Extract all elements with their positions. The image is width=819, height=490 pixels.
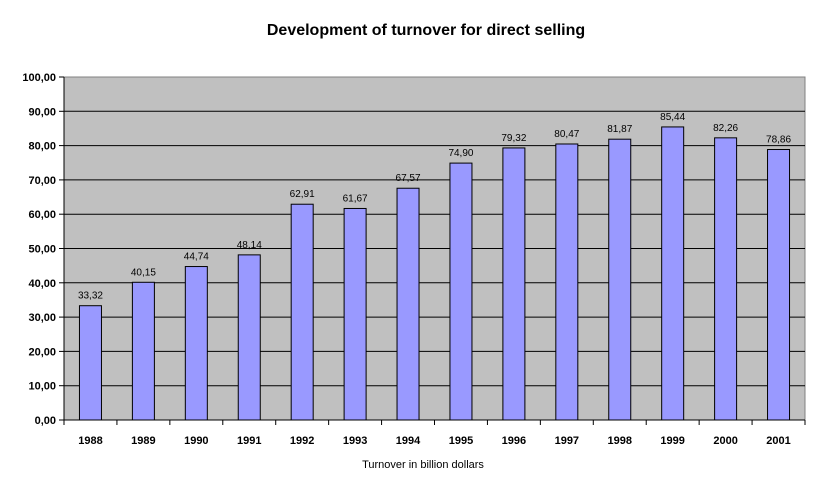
bar	[661, 126, 685, 421]
bar	[78, 305, 102, 421]
y-tick-label: 20,00	[28, 346, 56, 358]
data-label: 61,67	[343, 193, 368, 204]
data-label: 79,32	[501, 133, 526, 144]
bar	[131, 281, 155, 421]
bar	[396, 187, 420, 421]
y-tick-label: 70,00	[28, 175, 56, 187]
data-label: 33,32	[78, 291, 103, 302]
bars	[78, 126, 791, 421]
chart-title: Development of turnover for direct selli…	[266, 22, 586, 39]
x-tick-label: 1992	[290, 435, 314, 447]
data-label: 74,90	[448, 148, 473, 159]
x-tick-label: 1988	[78, 435, 102, 447]
y-tick-label: 40,00	[28, 278, 56, 290]
data-label: 62,91	[290, 189, 315, 200]
x-tick-label: 1989	[131, 435, 155, 447]
y-tick-label: 90,00	[28, 106, 56, 118]
plot-area	[63, 76, 806, 421]
y-tick-label: 100,00	[22, 72, 56, 84]
x-axis-label: Turnover in billion dollars	[362, 459, 484, 471]
bar	[184, 266, 208, 421]
x-tick-label: 1999	[660, 435, 684, 447]
data-label: 85,44	[660, 112, 685, 123]
x-tick-label: 1996	[502, 435, 526, 447]
bar	[449, 162, 473, 421]
y-tick-label: 80,00	[28, 141, 56, 153]
data-label: 48,14	[237, 240, 262, 251]
data-label: 81,87	[607, 124, 632, 135]
bar	[502, 147, 526, 421]
data-label: 80,47	[554, 129, 579, 140]
y-tick-label: 30,00	[28, 312, 56, 324]
x-tick-label: 1994	[396, 435, 421, 447]
x-tick-label: 1990	[184, 435, 208, 447]
y-tick-label: 0,00	[35, 415, 56, 427]
bar	[343, 207, 367, 421]
x-axis: 1988 1989 1990 1991 1992 1993 1994 1995 1996 1997…	[63, 419, 806, 447]
y-tick-label: 10,00	[28, 381, 56, 393]
bar	[290, 203, 314, 421]
bar	[237, 254, 261, 421]
data-label: 40,15	[131, 267, 156, 278]
bar	[555, 143, 579, 421]
data-label: 78,86	[766, 135, 791, 146]
x-tick-label: 2000	[713, 435, 737, 447]
x-tick-label: 1997	[555, 435, 579, 447]
bar	[767, 149, 791, 421]
data-label: 82,26	[713, 123, 738, 134]
x-tick-label: 1995	[449, 435, 473, 447]
y-tick-label: 60,00	[28, 209, 56, 221]
x-tick-label: 1993	[343, 435, 367, 447]
data-labels: 33,32 40,15 44,74 48,14 62,91 61,67 67,57 74,90…	[78, 112, 792, 302]
bar	[714, 137, 738, 421]
bar	[608, 138, 632, 421]
data-label: 44,74	[184, 252, 209, 263]
x-tick-label: 1991	[237, 435, 261, 447]
x-tick-label: 1998	[608, 435, 632, 447]
y-axis: 0,00 10,00 20,00 30,00 40,00 50,00 60,00 70,00 8…	[22, 72, 65, 427]
data-label: 67,57	[396, 173, 421, 184]
x-tick-label: 2001	[766, 435, 790, 447]
y-tick-label: 50,00	[28, 244, 56, 256]
